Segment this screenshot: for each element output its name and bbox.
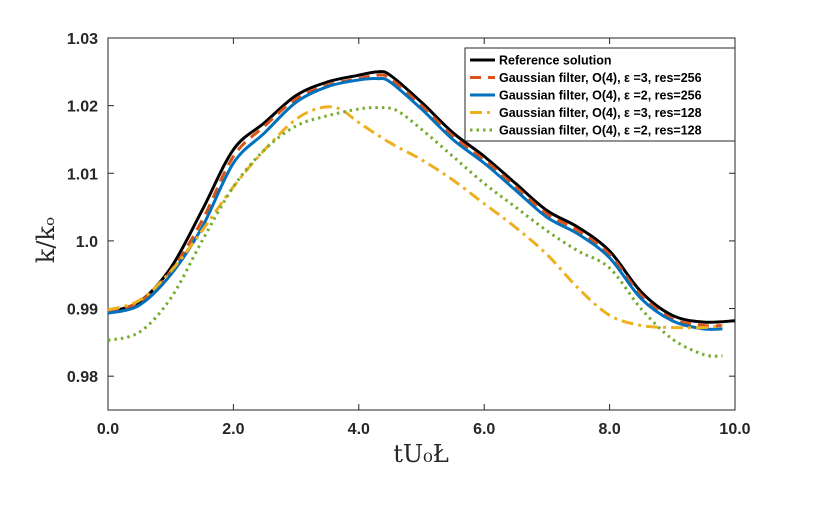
x-tick-label: 4.0 (348, 421, 370, 438)
legend-entries: Reference solution Gaussian filter, O(4),… (470, 54, 702, 138)
x-tick-label: 2.0 (222, 421, 244, 438)
series-line-5 (107, 106, 723, 358)
series-line-3 (107, 76, 723, 331)
y-tick-label: 1.0 (76, 234, 98, 251)
y-tick-label: 1.02 (67, 99, 98, 116)
legend-entry-label: Reference solution (499, 54, 612, 68)
series-line-2 (107, 73, 723, 328)
x-tick-label: 8.0 (598, 421, 620, 438)
axis-ticks: 0.0 2.0 4.0 6.0 8.0 10.0 0.98 0.99 1.0 1.01 1.02 1.… (67, 31, 751, 438)
y-tick-label: 1.03 (67, 31, 98, 48)
x-tick-label: 6.0 (473, 421, 495, 438)
series-line-1 (107, 70, 736, 324)
x-axis-label: tU₀Ł (393, 440, 449, 468)
legend-box (464, 47, 736, 142)
series-group (107, 70, 736, 358)
legend-entry-label: Gaussian filter, O(4), ε =3, res=256 (499, 71, 702, 85)
legend-entry-label: Gaussian filter, O(4), ε =2, res=128 (499, 124, 702, 138)
legend-entry-label: Gaussian filter, O(4), ε =2, res=256 (499, 89, 702, 103)
y-tick-label: 0.98 (67, 369, 98, 386)
y-tick-label: 0.99 (67, 302, 98, 319)
series-line-4 (107, 105, 723, 330)
legend-entry-label: Gaussian filter, O(4), ε =3, res=128 (499, 106, 702, 120)
y-axis-label: k/kₒ (32, 217, 60, 263)
x-tick-label: 10.0 (719, 421, 750, 438)
legend: Reference solution Gaussian filter, O(4),… (464, 47, 736, 142)
y-tick-label: 1.01 (67, 166, 98, 183)
x-tick-label: 0.0 (97, 421, 119, 438)
